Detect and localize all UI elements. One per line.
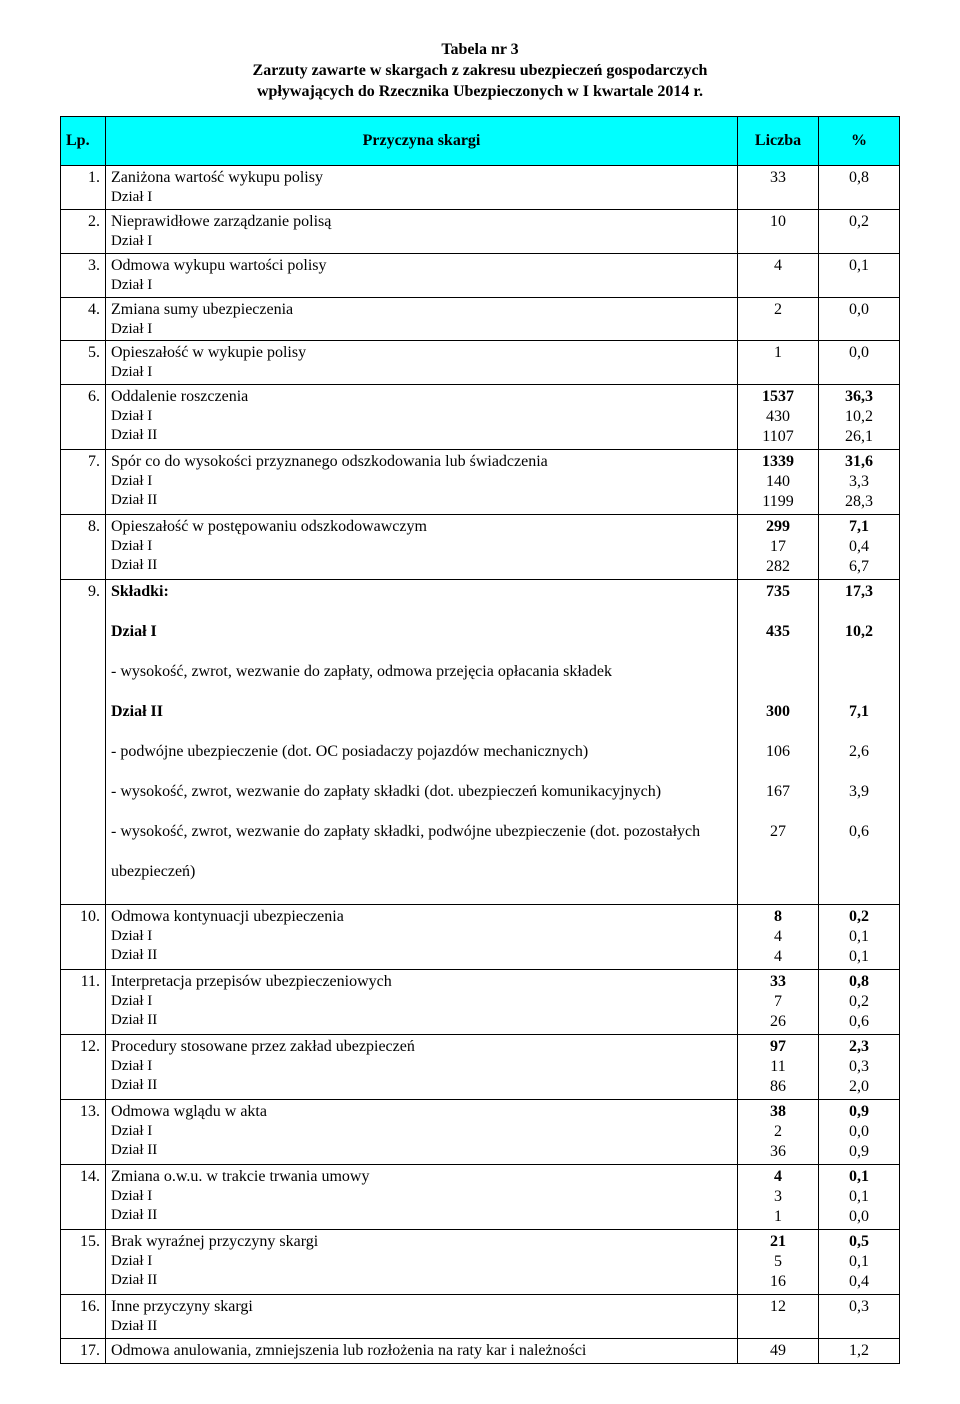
cell-pct: 0,50,10,4 — [819, 1230, 900, 1295]
cell-desc: Odmowa wykupu wartości polisyDział I — [106, 253, 738, 297]
cell-pct: 7,10,46,7 — [819, 515, 900, 580]
table-row: 10.Odmowa kontynuacji ubezpieczeniaDział… — [61, 905, 900, 970]
cell-desc: Procedury stosowane przez zakład ubezpie… — [106, 1035, 738, 1100]
table-row: 11.Interpretacja przepisów ubezpieczenio… — [61, 970, 900, 1035]
cell-count: 33 — [738, 166, 819, 210]
table-row: 4.Zmiana sumy ubezpieczeniaDział I20,0 — [61, 297, 900, 341]
cell-desc: Odmowa wglądu w aktaDział IDział II — [106, 1100, 738, 1165]
cell-pct: 0,1 — [819, 253, 900, 297]
cell-lp: 16. — [61, 1295, 106, 1339]
cell-count: 971186 — [738, 1035, 819, 1100]
cell-pct: 17,3 10,2 7,1 2,6 3,9 0,6 — [819, 580, 900, 905]
cell-lp: 9. — [61, 580, 106, 905]
cell-desc: Odmowa kontynuacji ubezpieczeniaDział ID… — [106, 905, 738, 970]
table-row: 8.Opieszałość w postępowaniu odszkodowaw… — [61, 515, 900, 580]
table-row: 5.Opieszałość w wykupie polisyDział I10,… — [61, 341, 900, 385]
cell-desc: Zmiana o.w.u. w trakcie trwania umowyDzi… — [106, 1165, 738, 1230]
cell-lp: 15. — [61, 1230, 106, 1295]
table-row: 7.Spór co do wysokości przyznanego odszk… — [61, 450, 900, 515]
header-count: Liczba — [738, 117, 819, 166]
cell-pct: 2,30,32,0 — [819, 1035, 900, 1100]
cell-lp: 17. — [61, 1338, 106, 1363]
table-row: 1.Zaniżona wartość wykupu polisyDział I3… — [61, 166, 900, 210]
title-line-2: Zarzuty zawarte w skargach z zakresu ube… — [253, 62, 708, 79]
cell-count: 2 — [738, 297, 819, 341]
title-line-3: wpływających do Rzecznika Ubezpieczonych… — [257, 83, 703, 100]
data-table: Lp. Przyczyna skargi Liczba % 1.Zaniżona… — [60, 116, 900, 1364]
cell-count: 1 — [738, 341, 819, 385]
table-header-row: Lp. Przyczyna skargi Liczba % — [61, 117, 900, 166]
table-row: 16.Inne przyczyny skargiDział II120,3 — [61, 1295, 900, 1339]
cell-count: 38236 — [738, 1100, 819, 1165]
cell-desc: Opieszałość w wykupie polisyDział I — [106, 341, 738, 385]
cell-lp: 8. — [61, 515, 106, 580]
table-row: 12.Procedury stosowane przez zakład ubez… — [61, 1035, 900, 1100]
cell-lp: 2. — [61, 210, 106, 254]
cell-count: 735 435 300 106 167 27 — [738, 580, 819, 905]
cell-pct: 0,10,10,0 — [819, 1165, 900, 1230]
table-row: 9.Składki: Dział I - wysokość, zwrot, we… — [61, 580, 900, 905]
cell-count: 12 — [738, 1295, 819, 1339]
header-lp: Lp. — [61, 117, 106, 166]
cell-pct: 1,2 — [819, 1338, 900, 1363]
cell-desc: Interpretacja przepisów ubezpieczeniowyc… — [106, 970, 738, 1035]
cell-count: 49 — [738, 1338, 819, 1363]
table-row: 15.Brak wyraźnej przyczyny skargiDział I… — [61, 1230, 900, 1295]
table-row: 13.Odmowa wglądu w aktaDział IDział II38… — [61, 1100, 900, 1165]
cell-lp: 13. — [61, 1100, 106, 1165]
cell-desc: Inne przyczyny skargiDział II — [106, 1295, 738, 1339]
cell-count: 33726 — [738, 970, 819, 1035]
cell-count: 21516 — [738, 1230, 819, 1295]
cell-desc: Spór co do wysokości przyznanego odszkod… — [106, 450, 738, 515]
cell-desc: Zmiana sumy ubezpieczeniaDział I — [106, 297, 738, 341]
table-row: 2.Nieprawidłowe zarządzanie polisąDział … — [61, 210, 900, 254]
table-row: 6.Oddalenie roszczeniaDział IDział II153… — [61, 385, 900, 450]
cell-desc: Składki: Dział I - wysokość, zwrot, wezw… — [106, 580, 738, 905]
cell-desc: Oddalenie roszczeniaDział IDział II — [106, 385, 738, 450]
cell-count: 844 — [738, 905, 819, 970]
cell-pct: 36,310,226,1 — [819, 385, 900, 450]
cell-pct: 0,3 — [819, 1295, 900, 1339]
cell-count: 10 — [738, 210, 819, 254]
cell-lp: 1. — [61, 166, 106, 210]
table-row: 3.Odmowa wykupu wartości polisyDział I40… — [61, 253, 900, 297]
cell-lp: 3. — [61, 253, 106, 297]
cell-count: 29917282 — [738, 515, 819, 580]
cell-lp: 5. — [61, 341, 106, 385]
cell-count: 15374301107 — [738, 385, 819, 450]
cell-pct: 0,8 — [819, 166, 900, 210]
header-pct: % — [819, 117, 900, 166]
cell-desc: Zaniżona wartość wykupu polisyDział I — [106, 166, 738, 210]
title-line-1: Tabela nr 3 — [441, 41, 518, 58]
cell-count: 13391401199 — [738, 450, 819, 515]
cell-lp: 10. — [61, 905, 106, 970]
cell-pct: 0,80,20,6 — [819, 970, 900, 1035]
cell-lp: 14. — [61, 1165, 106, 1230]
table-row: 14.Zmiana o.w.u. w trakcie trwania umowy… — [61, 1165, 900, 1230]
cell-lp: 4. — [61, 297, 106, 341]
cell-pct: 0,0 — [819, 341, 900, 385]
cell-pct: 0,2 — [819, 210, 900, 254]
cell-pct: 0,20,10,1 — [819, 905, 900, 970]
cell-desc: Opieszałość w postępowaniu odszkodowawcz… — [106, 515, 738, 580]
table-title: Tabela nr 3 Zarzuty zawarte w skargach z… — [60, 40, 900, 102]
table-row: 17.Odmowa anulowania, zmniejszenia lub r… — [61, 1338, 900, 1363]
cell-lp: 12. — [61, 1035, 106, 1100]
cell-lp: 7. — [61, 450, 106, 515]
cell-pct: 0,90,00,9 — [819, 1100, 900, 1165]
cell-desc: Brak wyraźnej przyczyny skargiDział IDzi… — [106, 1230, 738, 1295]
cell-desc: Odmowa anulowania, zmniejszenia lub rozł… — [106, 1338, 738, 1363]
cell-count: 431 — [738, 1165, 819, 1230]
header-desc: Przyczyna skargi — [106, 117, 738, 166]
cell-pct: 31,63,328,3 — [819, 450, 900, 515]
cell-pct: 0,0 — [819, 297, 900, 341]
cell-lp: 6. — [61, 385, 106, 450]
cell-count: 4 — [738, 253, 819, 297]
cell-desc: Nieprawidłowe zarządzanie polisąDział I — [106, 210, 738, 254]
cell-lp: 11. — [61, 970, 106, 1035]
